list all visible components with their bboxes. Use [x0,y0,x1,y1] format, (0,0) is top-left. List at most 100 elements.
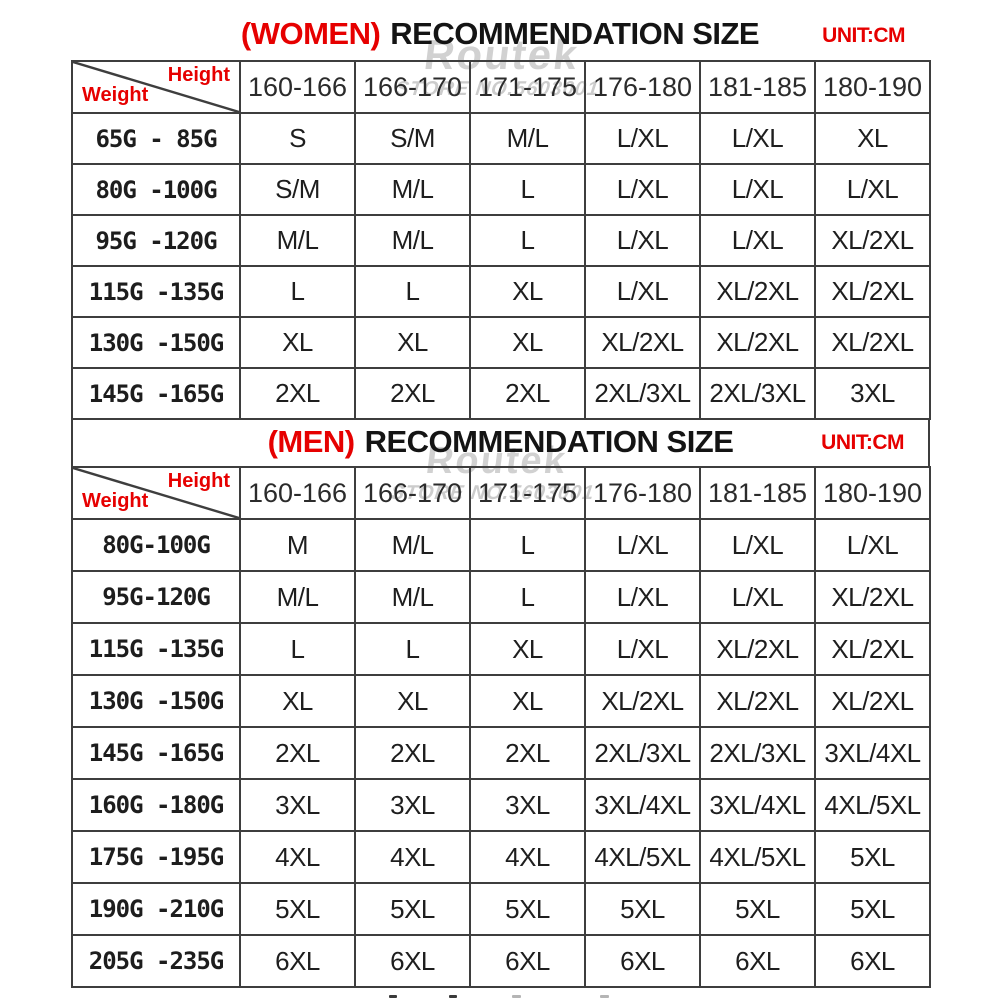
size-table-row: 205G -235G 6XL 6XL 6XL 6XL 6XL 6XL [71,934,931,988]
size-value-cell: 5XL [814,830,931,884]
size-value-cell: 2XL/3XL [699,726,816,780]
women-title-main: RECOMMENDATION SIZE [390,16,760,51]
men-size-table: Height Weight 160-166 166-170 171-175 176-180… [71,466,931,988]
size-value-cell: L/XL [699,163,816,216]
size-value-cell: XL [814,112,931,165]
height-column-header: 180-190 [814,60,931,114]
size-value-cell: XL/2XL [584,674,701,728]
size-value-cell: L/XL [584,518,701,572]
size-value-cell: M/L [239,570,356,624]
size-table-row: 80G -100G S/M M/L L L/XL L/XL L/XL [71,163,931,216]
size-value-cell: L [354,265,471,318]
size-value-cell: 2XL/3XL [699,367,816,420]
weight-range-cell: 160G -180G [71,778,241,832]
height-column-header: 180-190 [814,466,931,520]
size-value-cell: XL [239,316,356,369]
height-column-header: 176-180 [584,60,701,114]
height-column-header: 171-175 [469,60,586,114]
size-value-cell: 6XL [239,934,356,988]
size-value-cell: XL [354,674,471,728]
cutoff-text-fragment [0,995,1000,1000]
size-value-cell: L [469,570,586,624]
men-unit-label: UNIT:CM [821,431,904,454]
women-section-title: (WOMEN) RECOMMENDATION SIZE [241,16,760,52]
height-column-header: 181-185 [699,466,816,520]
size-value-cell: L [239,622,356,676]
size-value-cell: 4XL/5XL [584,830,701,884]
cutoff-glyph [600,995,609,998]
size-value-cell: 5XL [354,882,471,936]
size-value-cell: 6XL [584,934,701,988]
size-value-cell: 3XL [239,778,356,832]
height-weight-corner-cell: Height Weight [71,60,241,114]
size-table-row: 175G -195G 4XL 4XL 4XL 4XL/5XL 4XL/5XL 5XL [71,830,931,884]
size-value-cell: L/XL [814,518,931,572]
size-value-cell: 2XL [354,367,471,420]
size-value-cell: XL [469,674,586,728]
size-value-cell: 4XL/5XL [814,778,931,832]
height-column-header: 166-170 [354,60,471,114]
size-value-cell: 2XL/3XL [584,367,701,420]
size-value-cell: 3XL/4XL [699,778,816,832]
weight-range-cell: 80G-100G [71,518,241,572]
size-value-cell: XL [469,622,586,676]
men-title-main: RECOMMENDATION SIZE [364,424,734,459]
size-value-cell: 5XL [239,882,356,936]
size-value-cell: XL [469,265,586,318]
size-value-cell: S/M [239,163,356,216]
size-value-cell: 2XL [469,726,586,780]
size-value-cell: 5XL [584,882,701,936]
size-value-cell: M/L [239,214,356,267]
size-value-cell: M/L [354,570,471,624]
size-value-cell: M [239,518,356,572]
size-value-cell: L/XL [584,570,701,624]
men-section-title: (MEN) RECOMMENDATION SIZE [268,424,734,460]
size-value-cell: 3XL/4XL [584,778,701,832]
size-value-cell: M/L [469,112,586,165]
weight-range-cell: 130G -150G [71,674,241,728]
weight-range-cell: 115G -135G [71,265,241,318]
size-value-cell: 4XL [469,830,586,884]
size-value-cell: L/XL [699,518,816,572]
height-column-header: 160-166 [239,60,356,114]
size-value-cell: L/XL [584,112,701,165]
size-value-cell: 5XL [814,882,931,936]
size-value-cell: XL/2XL [699,622,816,676]
diagonal-divider-line [74,63,238,111]
weight-range-cell: 80G -100G [71,163,241,216]
size-table-row: 145G -165G 2XL 2XL 2XL 2XL/3XL 2XL/3XL 3XL [71,367,931,420]
height-column-header: 166-170 [354,466,471,520]
size-value-cell: XL/2XL [699,674,816,728]
size-value-cell: 2XL [354,726,471,780]
size-value-cell: 3XL [814,367,931,420]
height-weight-corner-cell: Height Weight [71,466,241,520]
size-value-cell: 5XL [699,882,816,936]
weight-range-cell: 145G -165G [71,367,241,420]
size-value-cell: 6XL [814,934,931,988]
size-value-cell: 2XL [239,726,356,780]
women-section-title-band: (WOMEN) RECOMMENDATION SIZE UNIT:CM [0,10,1000,58]
size-value-cell: XL/2XL [814,570,931,624]
size-value-cell: L/XL [699,570,816,624]
size-table-row: 95G-120G M/L M/L L L/XL L/XL XL/2XL [71,570,931,624]
women-size-table: Height Weight 160-166 166-170 171-175 176-180… [71,60,931,420]
weight-range-cell: 175G -195G [71,830,241,884]
weight-range-cell: 65G - 85G [71,112,241,165]
size-value-cell: XL/2XL [814,316,931,369]
size-value-cell: L [469,518,586,572]
size-value-cell: L/XL [699,214,816,267]
height-column-header: 176-180 [584,466,701,520]
size-value-cell: S/M [354,112,471,165]
size-value-cell: 2XL [239,367,356,420]
size-table-row: 190G -210G 5XL 5XL 5XL 5XL 5XL 5XL [71,882,931,936]
size-table-row: 130G -150G XL XL XL XL/2XL XL/2XL XL/2XL [71,316,931,369]
weight-axis-label: Weight [82,84,149,106]
size-value-cell: XL/2XL [814,265,931,318]
size-value-cell: 2XL/3XL [584,726,701,780]
size-value-cell: XL [239,674,356,728]
size-value-cell: XL/2XL [584,316,701,369]
height-axis-label: Height [167,470,230,492]
size-value-cell: XL/2XL [699,265,816,318]
size-value-cell: 2XL [469,367,586,420]
size-value-cell: L/XL [699,112,816,165]
